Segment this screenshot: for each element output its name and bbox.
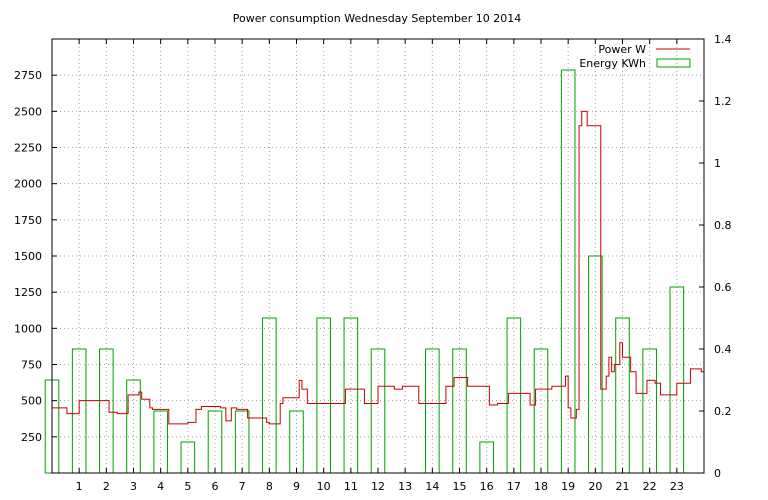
y-tick-label: 250 [21,431,42,444]
energy-bars [44,69,685,474]
y-tick-label: 1250 [14,286,42,299]
x-tick-label: 5 [184,480,191,493]
x-tick-label: 15 [453,480,467,493]
y-tick-label: 1000 [14,322,42,335]
legend-energy-label: Energy KWh [579,57,646,70]
y-axis-ticks: 250 500 750 1000 1250 1500 1750 2000 2250 2500 275… [14,69,57,444]
y2-axis-ticks: 0 0.2 0.4 0.6 0.8 1 1.2 1.4 [699,33,732,480]
y2-tick-label: 0.4 [714,343,732,356]
x-tick-label: 6 [212,480,219,493]
y-tick-label: 2500 [14,105,42,118]
x-tick-label: 17 [507,480,521,493]
x-tick-label: 4 [157,480,164,493]
y2-tick-label: 0.2 [714,405,732,418]
chart-title: Power consumption Wednesday September 10… [233,12,521,25]
legend-energy-swatch [656,58,691,68]
y-tick-label: 1750 [14,214,42,227]
y-tick-label: 2750 [14,69,42,82]
y-tick-label: 2250 [14,142,42,155]
x-tick-label: 14 [425,480,439,493]
x-tick-label: 2 [103,480,110,493]
y2-tick-label: 1.4 [714,33,732,46]
x-tick-label: 10 [317,480,331,493]
y2-tick-label: 0 [714,467,721,480]
y2-tick-label: 0.6 [714,281,732,294]
y2-tick-label: 1.2 [714,95,732,108]
x-tick-label: 8 [266,480,273,493]
y2-tick-label: 0.8 [714,219,732,232]
x-tick-label: 16 [480,480,494,493]
legend-power-label: Power W [598,43,646,56]
y-tick-label: 750 [21,359,42,372]
x-tick-label: 23 [670,480,684,493]
x-tick-label: 19 [561,480,575,493]
x-tick-label: 3 [130,480,137,493]
y2-tick-label: 1 [714,157,721,170]
x-tick-label: 13 [398,480,412,493]
x-axis-ticks: 1 2 3 4 5 6 7 8 9 10 11 12 13 14 15 16 17 18 19 20 21 22 23 [76,39,684,493]
x-tick-label: 9 [293,480,300,493]
x-tick-label: 18 [534,480,548,493]
x-tick-label: 7 [239,480,246,493]
legend: Power W Energy KWh [579,43,691,70]
power-series [52,110,705,425]
y-tick-label: 500 [21,395,42,408]
x-tick-label: 11 [344,480,358,493]
power-line [52,110,705,425]
x-tick-label: 20 [588,480,602,493]
x-tick-label: 21 [616,480,630,493]
y-tick-label: 2000 [14,178,42,191]
grid-lines [52,39,704,473]
x-tick-label: 12 [371,480,385,493]
y-tick-label: 1500 [14,250,42,263]
x-tick-label: 1 [76,480,83,493]
x-tick-label: 22 [643,480,657,493]
